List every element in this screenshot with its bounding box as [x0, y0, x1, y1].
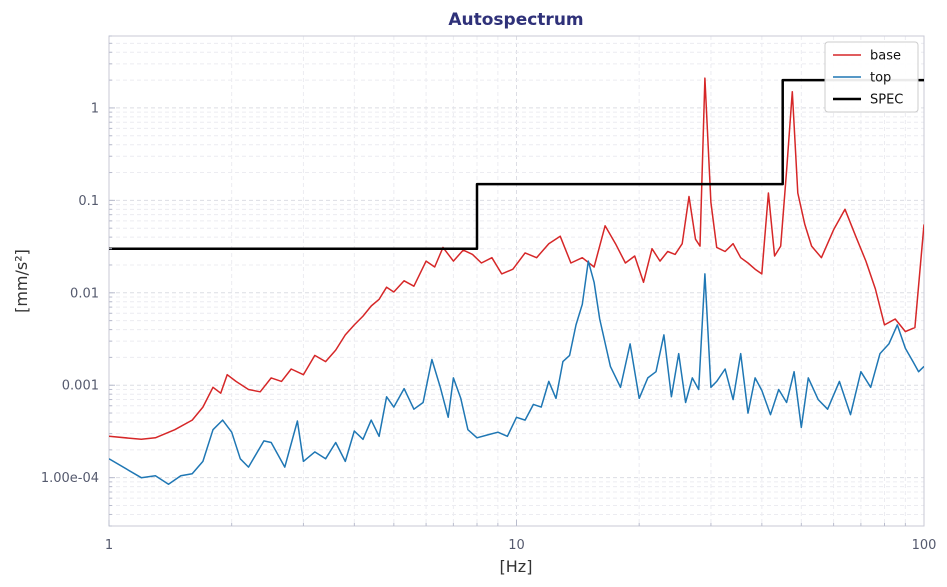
- series-line-base: [109, 77, 924, 441]
- x-tick-label: 1: [105, 538, 113, 553]
- y-tick-label: 0.001: [62, 379, 99, 394]
- axes: 1 10 100 1.00e-04 0.001 0.01 0.1 1: [41, 35, 937, 553]
- y-axis-title: [mm/s²]: [12, 249, 31, 313]
- legend-label-top: top: [870, 71, 891, 86]
- x-axis-title: [Hz]: [500, 557, 533, 576]
- series-line-spec: [109, 78, 924, 250]
- x-tick-label: 100: [912, 538, 937, 553]
- grid: [108, 35, 924, 527]
- chart-title: Autospectrum: [448, 10, 583, 30]
- legend: base top SPEC: [824, 41, 919, 113]
- series-group: [109, 77, 924, 485]
- y-tick-label: 0.01: [70, 286, 99, 301]
- y-tick-label: 1: [91, 101, 99, 116]
- legend-box: [824, 41, 919, 113]
- y-tick-label: 0.1: [78, 194, 99, 209]
- series-layer: [109, 77, 924, 485]
- series-line-top: [109, 260, 924, 485]
- y-tick-label: 1.00e-04: [41, 471, 99, 486]
- legend-label-spec: SPEC: [870, 93, 903, 108]
- legend-label-base: base: [870, 49, 901, 64]
- x-tick-label: 10: [508, 538, 525, 553]
